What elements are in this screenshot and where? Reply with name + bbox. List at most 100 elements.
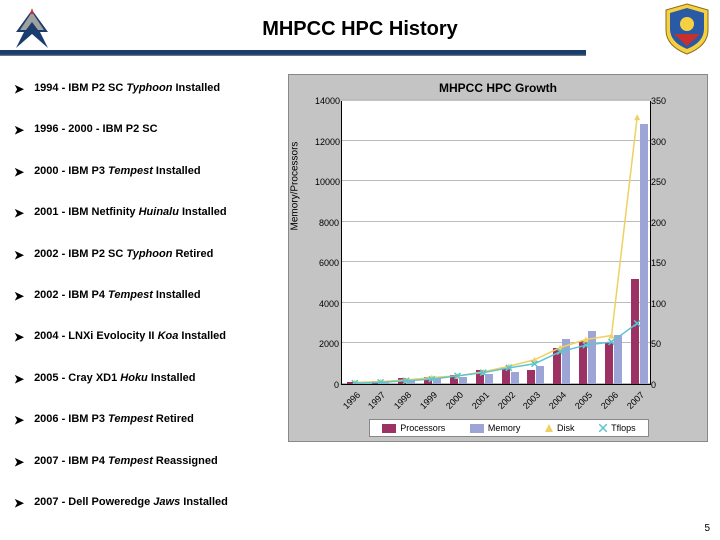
ytick-right: 50 — [651, 339, 673, 349]
bar-processors — [605, 343, 613, 384]
bar-processors — [631, 279, 639, 384]
bar-memory — [588, 331, 596, 384]
bullet-arrow-icon: ➤ — [14, 455, 24, 469]
bullet-text: 2000 - IBM P3 Tempest Installed — [34, 165, 201, 178]
bar-memory — [381, 382, 389, 384]
legend-label: Memory — [488, 423, 521, 433]
airforce-logo-icon — [4, 4, 60, 52]
ytick-left: 2000 — [315, 339, 339, 349]
bullet-text: 2002 - IBM P2 SC Typhoon Retired — [34, 248, 213, 261]
bullet-item: ➤2002 - IBM P2 SC Typhoon Retired — [14, 248, 282, 262]
bullet-arrow-icon: ➤ — [14, 496, 24, 510]
xtick-label: 2000 — [444, 390, 465, 411]
bar-memory — [640, 124, 648, 384]
bullet-text: 1996 - 2000 - IBM P2 SC — [34, 123, 158, 136]
plot-area — [341, 101, 651, 385]
legend-item: Processors — [382, 423, 445, 433]
xtick-label: 1998 — [392, 390, 413, 411]
bullet-item: ➤2007 - Dell Poweredge Jaws Installed — [14, 496, 282, 510]
ytick-left: 14000 — [315, 96, 339, 106]
bullet-item: ➤ 2006 - IBM P3 Tempest Retired — [14, 413, 282, 427]
xtick-label: 1999 — [418, 390, 439, 411]
bullet-list: ➤ 1994 - IBM P2 SC Typhoon Installed ➤ 1996… — [14, 82, 282, 537]
ytick-left: 12000 — [315, 137, 339, 147]
bar-memory — [562, 339, 570, 384]
bar-processors — [553, 348, 561, 385]
xtick-label: 2007 — [625, 390, 646, 411]
bar-memory — [614, 335, 622, 384]
legend-item: Tflops — [599, 423, 636, 433]
bar-processors — [502, 369, 510, 384]
bar-processors — [527, 370, 535, 384]
legend-label: Processors — [400, 423, 445, 433]
bullet-text: 2004 - LNXi Evolocity II Koa Installed — [34, 330, 226, 343]
ytick-right: 350 — [651, 96, 673, 106]
chart-legend: Processors Memory Disk Tflops — [369, 419, 649, 437]
bar-memory — [536, 366, 544, 384]
xtick-label: 2002 — [496, 390, 517, 411]
bar-memory — [459, 377, 467, 384]
xtick-label: 2006 — [599, 390, 620, 411]
bar-processors — [450, 375, 458, 384]
legend-label: Tflops — [611, 423, 636, 433]
bullet-text: 1994 - IBM P2 SC Typhoon Installed — [34, 82, 220, 95]
slide-title: MHPCC HPC History — [0, 18, 720, 41]
bullet-item: ➤ 2007 - IBM P4 Tempest Reassigned — [14, 455, 282, 469]
xtick-label: 1997 — [366, 390, 387, 411]
bullet-text: 2001 - IBM Netfinity Huinalu Installed — [34, 206, 227, 219]
xtick-label: 2004 — [547, 390, 568, 411]
bullet-text: 2002 - IBM P4 Tempest Installed — [34, 289, 201, 302]
ytick-right: 0 — [651, 380, 673, 390]
bar-memory — [511, 372, 519, 384]
bullet-item: ➤ 2001 - IBM Netfinity Huinalu Installed — [14, 206, 282, 220]
ytick-right: 200 — [651, 218, 673, 228]
ytick-right: 250 — [651, 177, 673, 187]
ytick-left: 10000 — [315, 177, 339, 187]
xtick-label: 2005 — [573, 390, 594, 411]
bullet-arrow-icon: ➤ — [14, 289, 24, 303]
legend-label: Disk — [557, 423, 575, 433]
bar-processors — [424, 377, 432, 384]
bullet-item: ➤ 2004 - LNXi Evolocity II Koa Installed — [14, 330, 282, 344]
bullet-item: ➤ 2002 - IBM P4 Tempest Installed — [14, 289, 282, 303]
bullet-arrow-icon: ➤ — [14, 330, 24, 344]
slide-header: MHPCC HPC History — [0, 0, 720, 58]
ytick-left: 6000 — [315, 258, 339, 268]
bar-processors — [579, 341, 587, 384]
xtick-label: 2003 — [521, 390, 542, 411]
xtick-label: 2001 — [470, 390, 491, 411]
shield-logo-icon — [660, 2, 714, 56]
bullet-text: 2005 - Cray XD1 Hoku Installed — [34, 372, 195, 385]
chart-title: MHPCC HPC Growth — [289, 75, 707, 97]
bar-memory — [407, 380, 415, 384]
ytick-left: 4000 — [315, 299, 339, 309]
header-divider — [0, 50, 586, 56]
bullet-item: ➤ 2005 - Cray XD1 Hoku Installed — [14, 372, 282, 386]
bullet-arrow-icon: ➤ — [14, 206, 24, 220]
bar-processors — [398, 378, 406, 384]
bullet-arrow-icon: ➤ — [14, 165, 24, 179]
bar-memory — [433, 378, 441, 384]
legend-item: Disk — [545, 423, 575, 433]
legend-item: Memory — [470, 423, 521, 433]
ytick-right: 100 — [651, 299, 673, 309]
bar-processors — [372, 381, 380, 384]
ytick-right: 150 — [651, 258, 673, 268]
bullet-arrow-icon: ➤ — [14, 123, 24, 137]
ytick-right: 300 — [651, 137, 673, 147]
slide-number: 5 — [704, 523, 710, 534]
bullet-text: 2007 - IBM P4 Tempest Reassigned — [34, 455, 218, 468]
bullet-arrow-icon: ➤ — [14, 413, 24, 427]
growth-chart: MHPCC HPC Growth Memory/Processors Disk … — [288, 74, 708, 442]
ytick-left: 8000 — [315, 218, 339, 228]
bullet-arrow-icon: ➤ — [14, 372, 24, 386]
bar-processors — [347, 382, 355, 384]
bar-processors — [476, 370, 484, 384]
bullet-item: ➤ 1996 - 2000 - IBM P2 SC — [14, 123, 282, 137]
y-axis-left-label: Memory/Processors — [290, 142, 301, 231]
bullet-text: 2006 - IBM P3 Tempest Retired — [34, 413, 194, 426]
bullet-item: ➤ 1994 - IBM P2 SC Typhoon Installed — [14, 82, 282, 96]
bar-memory — [485, 374, 493, 384]
bullet-arrow-icon: ➤ — [14, 82, 24, 96]
bullet-item: ➤ 2000 - IBM P3 Tempest Installed — [14, 165, 282, 179]
